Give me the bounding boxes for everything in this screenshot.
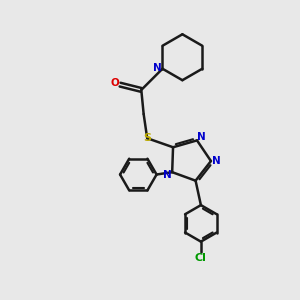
Text: N: N	[153, 63, 162, 73]
Text: Cl: Cl	[195, 254, 207, 263]
Text: N: N	[164, 169, 172, 179]
Text: N: N	[197, 132, 206, 142]
Text: S: S	[143, 133, 151, 143]
Text: O: O	[110, 79, 119, 88]
Text: N: N	[212, 156, 220, 166]
